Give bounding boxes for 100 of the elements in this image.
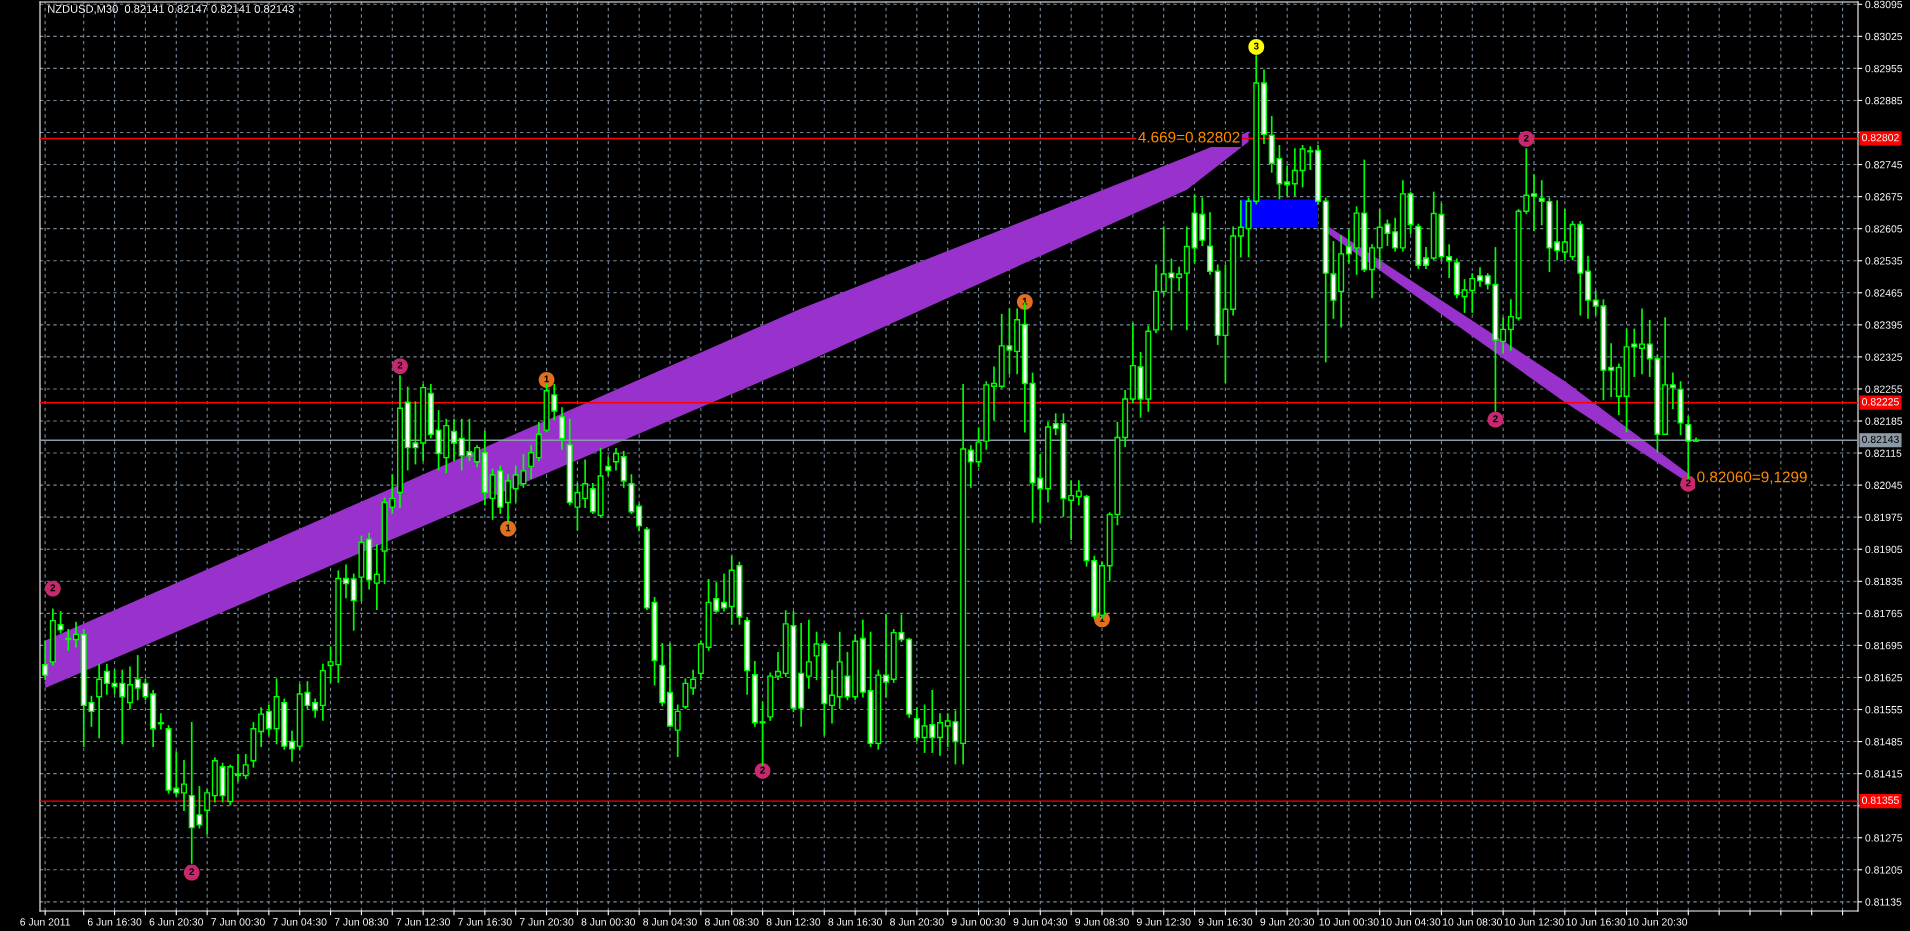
annotation: 1 — [505, 524, 511, 532]
candlestick — [204, 789, 211, 835]
y-tick-label: 0.81135 — [1865, 898, 1902, 906]
ref-line-label: 0.81355 — [1862, 796, 1899, 804]
candlestick — [535, 422, 542, 462]
candlestick — [990, 366, 998, 421]
candlestick — [1345, 229, 1352, 264]
candlestick — [1291, 148, 1298, 197]
candlestick — [350, 573, 357, 631]
y-tick-label: 0.81695 — [1865, 641, 1903, 650]
candlestick — [936, 713, 944, 756]
candlestick — [258, 707, 265, 747]
y-tick-label: 0.81625 — [1865, 673, 1903, 682]
annotation: 3 — [1253, 42, 1259, 50]
candlestick — [1284, 165, 1291, 197]
x-tick-label: 9 Jun 00:30 — [951, 918, 1006, 926]
annotation: 4.669=0.82802 — [1138, 131, 1240, 143]
candlestick — [1392, 217, 1399, 252]
annotation: 2 — [397, 361, 403, 369]
candlestick — [157, 713, 164, 730]
y-tick-label: 0.83095 — [1865, 0, 1903, 9]
y-tick-label: 0.81415 — [1865, 770, 1903, 778]
x-tick-label: 9 Jun 16:30 — [1198, 918, 1253, 926]
candlestick — [126, 666, 134, 709]
y-tick-label: 0.82395 — [1865, 321, 1903, 329]
candlestick — [690, 669, 697, 695]
candlestick — [72, 621, 80, 648]
x-tick-label: 9 Jun 04:30 — [1013, 918, 1068, 926]
x-tick-label: 7 Jun 04:30 — [273, 918, 327, 926]
x-tick-label: 8 Jun 00:30 — [581, 918, 636, 926]
candlestick — [913, 707, 920, 742]
x-tick-label: 7 Jun 12:30 — [396, 918, 450, 926]
y-tick-label: 0.81555 — [1865, 706, 1903, 714]
candlestick — [1507, 299, 1514, 351]
y-tick-label: 0.82885 — [1865, 96, 1903, 105]
ref-line-label: 0.82802 — [1862, 133, 1899, 142]
y-tick-label: 0.82115 — [1865, 449, 1902, 457]
y-tick-label: 0.82045 — [1865, 481, 1903, 489]
candlestick — [288, 730, 296, 762]
candlestick — [1368, 244, 1376, 299]
x-tick-label: 7 Jun 20:30 — [519, 918, 574, 926]
candlestick — [474, 445, 481, 468]
x-tick-label: 9 Jun 12:30 — [1136, 918, 1191, 926]
annotation: 2 — [1493, 415, 1498, 423]
candlestick — [1446, 244, 1453, 279]
y-tick-label: 0.81485 — [1865, 738, 1903, 746]
x-tick-label: 9 Jun 08:30 — [1075, 918, 1129, 926]
x-tick-label: 7 Jun 16:30 — [458, 918, 512, 926]
x-tick-label: 10 Jun 16:30 — [1566, 918, 1626, 926]
x-tick-label: 7 Jun 08:30 — [334, 918, 389, 926]
candlestick — [1176, 266, 1183, 292]
candlestick — [103, 663, 110, 695]
candlestick — [265, 704, 272, 736]
y-tick-label: 0.81835 — [1865, 577, 1903, 586]
y-tick-label: 0.82745 — [1865, 161, 1903, 169]
y-tick-label: 0.82605 — [1865, 225, 1903, 233]
x-tick-label: 10 Jun 20:30 — [1628, 918, 1688, 926]
annotation: 2 — [1523, 134, 1529, 142]
candlestick — [1669, 372, 1676, 410]
candlestick — [558, 407, 566, 450]
x-tick-label: 6 Jun 20:30 — [149, 918, 204, 926]
x-tick-label: 8 Jun 20:30 — [890, 918, 944, 926]
x-tick-label: 10 Jun 12:30 — [1504, 918, 1564, 926]
candlestick — [242, 754, 249, 780]
ref-line-label: 0.82143 — [1862, 435, 1899, 444]
annotation: 2 — [1685, 479, 1691, 487]
y-tick-label: 0.81205 — [1865, 866, 1903, 874]
y-tick-label: 0.81275 — [1865, 834, 1903, 842]
candlestick — [605, 456, 612, 476]
chart-title: NZDUSD,M30 0.82141 0.82147 0.82141 0.82143 — [48, 5, 294, 15]
x-tick-label: 10 Jun 00:30 — [1319, 918, 1379, 926]
y-tick-label: 0.82675 — [1865, 193, 1903, 201]
candlestick — [828, 669, 836, 724]
candlestick — [57, 611, 64, 634]
candlestick — [1075, 480, 1082, 506]
candlestick — [636, 503, 643, 532]
candlestick — [1638, 308, 1646, 375]
candlestick — [582, 459, 589, 508]
candlestick — [1237, 200, 1244, 258]
annotation: 2 — [50, 584, 56, 592]
annotation: 1 — [1099, 615, 1105, 622]
candlestick — [682, 678, 689, 709]
x-tick-label: 7 Jun 00:30 — [211, 918, 265, 926]
candlestick — [342, 564, 350, 599]
y-tick-label: 0.82325 — [1865, 353, 1903, 361]
y-tick-label: 0.81765 — [1865, 609, 1903, 618]
x-tick-label: 10 Jun 08:30 — [1442, 918, 1502, 926]
x-tick-label: 8 Jun 08:30 — [704, 918, 759, 926]
annotation: 1 — [1022, 297, 1028, 305]
x-tick-label: 8 Jun 16:30 — [828, 918, 882, 926]
candlestick — [1530, 174, 1538, 232]
candlestick — [882, 614, 890, 698]
y-tick-label: 0.82955 — [1865, 64, 1903, 73]
candlestick — [1608, 343, 1615, 398]
candlestick — [234, 754, 242, 782]
x-tick-label: 6 Jun 16:30 — [87, 918, 142, 926]
candlestick — [180, 759, 188, 812]
ref-line-label: 0.82225 — [1862, 398, 1899, 406]
y-tick-label: 0.82255 — [1865, 385, 1903, 393]
candlestick — [504, 474, 512, 523]
